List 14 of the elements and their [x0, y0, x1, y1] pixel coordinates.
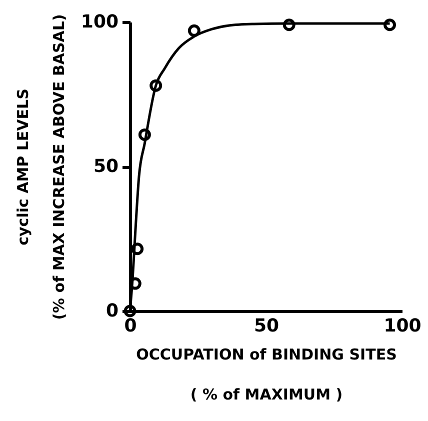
y-tick-label: 50	[93, 156, 118, 177]
point	[128, 277, 142, 290]
y-tick-label: 100	[80, 12, 118, 32]
x-tick-label: 100	[384, 316, 422, 336]
x-tick-label: 0	[124, 316, 137, 336]
y-axis-title: cyclic AMP LEVELS (% of MAX INCREASE ABOVE BASAL)	[14, 14, 68, 320]
point	[150, 79, 162, 92]
text: OCCUPATION of BINDING SITES ( % of MAXIMUM )	[136, 346, 397, 404]
y-tick-label: 0	[106, 300, 118, 322]
point	[131, 242, 144, 256]
x-tick-label: 50	[254, 316, 280, 336]
point	[138, 128, 151, 141]
point	[188, 24, 200, 37]
point	[282, 18, 296, 32]
